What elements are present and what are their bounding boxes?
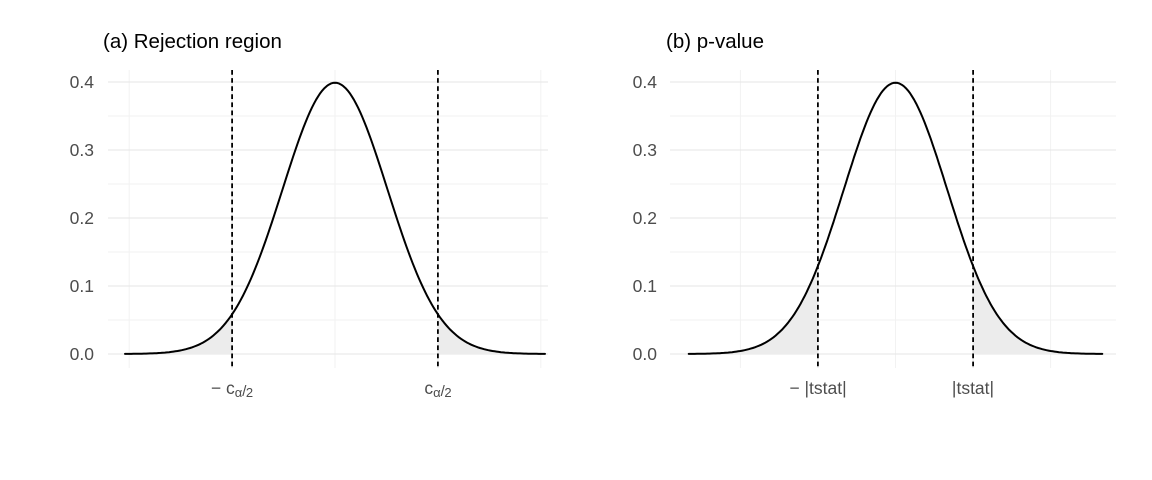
neg-tstat-label: − |tstat| [789,378,847,398]
panel-a-xtick-neg-critical: − cα/2 [167,377,297,403]
alpha-subscript: α [234,385,243,400]
panel-b-ytick-0.1: 0.1 [632,276,657,296]
panel-a-title: (a) Rejection region [103,30,282,53]
density-curve [124,81,546,355]
panel-b-plot-area [670,70,1116,368]
shaded-tail-region [973,265,1103,354]
two-subscript: 2 [245,385,254,400]
panel-b-xtick-neg-tstat: − |tstat| [753,377,883,403]
shaded-tail-region [688,268,818,354]
panel-a-xtick-pos-critical: cα/2 [373,377,503,403]
panel-b-title: (b) p-value [666,30,764,53]
density-curve [687,81,1104,355]
panel-b-ytick-0.4: 0.4 [632,72,657,92]
fraction-slash: / [242,383,246,400]
pos-tstat-label: |tstat| [951,378,995,398]
panel-a-ytick-0.2: 0.2 [69,208,94,228]
shaded-tail-region [125,314,233,354]
panel-b-ytick-0.3: 0.3 [632,140,657,160]
panel-b-ytick-0.2: 0.2 [632,208,657,228]
shaded-tail-region [437,314,545,354]
minus-sign: − [210,378,226,398]
critical-symbol: c [225,378,235,398]
panel-a-ytick-0.1: 0.1 [69,276,94,296]
panel-a-ytick-0.0: 0.0 [69,344,94,364]
panel-b-ytick-0.0: 0.0 [632,344,657,364]
critical-symbol: c [424,378,434,398]
panel-b-xtick-pos-tstat: |tstat| [908,377,1038,403]
alpha-subscript: α [433,385,441,400]
two-subscript: 2 [444,385,452,400]
panel-a-plot-area [108,70,548,368]
panel-a-ytick-0.3: 0.3 [69,140,94,160]
panel-a-ytick-0.4: 0.4 [69,72,94,92]
fraction-slash: / [440,383,445,400]
